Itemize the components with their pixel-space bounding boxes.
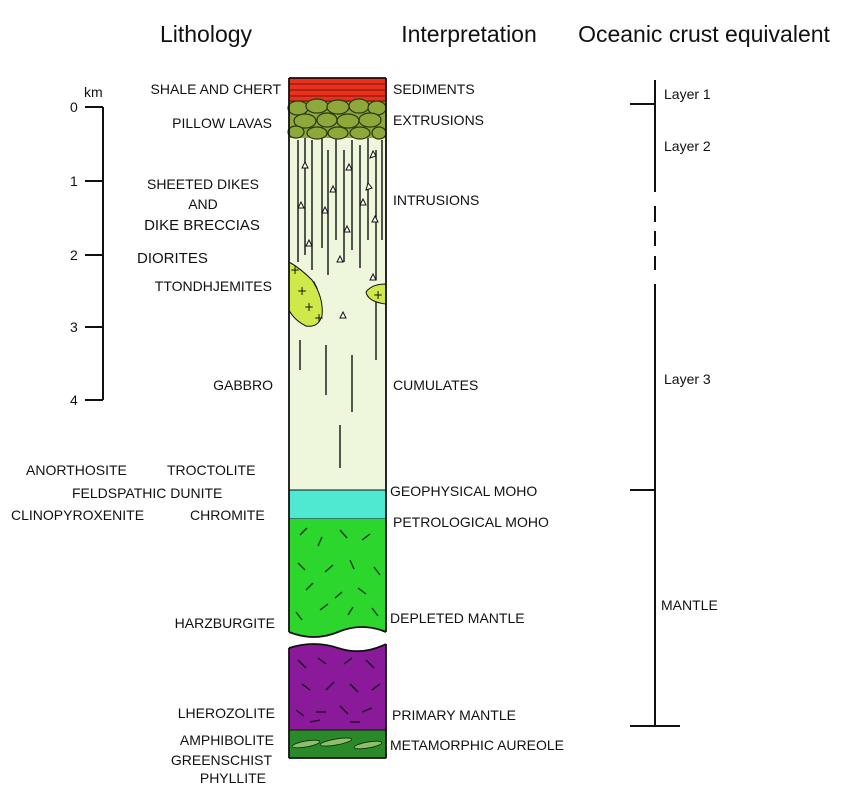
label-mantle: MANTLE <box>661 597 718 613</box>
label-phyllite: PHYLLITE <box>200 770 266 786</box>
plus-symbols: + + + + + <box>290 263 383 325</box>
label-gabbro: GABBRO <box>213 377 273 393</box>
scale-tick-4: 4 <box>70 392 78 408</box>
label-greenschist: GREENSCHIST <box>171 752 273 768</box>
label-clinopyroxenite: CLINOPYROXENITE <box>11 507 144 523</box>
label-sediments: SEDIMENTS <box>393 81 475 97</box>
label-diorites: DIORITES <box>137 250 208 267</box>
label-chromite: CHROMITE <box>190 507 265 523</box>
label-cumulates: CUMULATES <box>393 377 478 393</box>
scale-tick-0: 0 <box>70 99 78 115</box>
label-and: AND <box>188 196 218 212</box>
label-metamorphic-aureole: METAMORPHIC AUREOLE <box>390 737 564 753</box>
scale-unit: km <box>84 84 103 100</box>
label-depleted-mantle: DEPLETED MANTLE <box>390 610 525 626</box>
label-geophysical-moho: GEOPHYSICAL MOHO <box>390 483 537 499</box>
stratigraphic-column: + + + + + <box>287 77 387 759</box>
label-anorthosite: ANORTHOSITE <box>26 462 127 478</box>
lherzolite-fabric <box>295 657 381 723</box>
label-intrusions: INTRUSIONS <box>393 192 479 208</box>
svg-text:+: + <box>373 288 383 302</box>
harzburgite-fabric <box>295 527 381 621</box>
column-outline <box>288 77 387 759</box>
svg-text:+: + <box>290 263 300 277</box>
label-sheeted-dikes: SHEETED DIKES <box>147 176 259 192</box>
label-lherzolite: LHEROZOLITE <box>178 705 275 721</box>
label-primary-mantle: PRIMARY MANTLE <box>392 707 516 723</box>
label-amphibolite: AMPHIBOLITE <box>180 732 274 748</box>
label-troctolite: TROCTOLITE <box>167 462 255 478</box>
label-dike-breccias: DIKE BRECCIAS <box>144 217 260 234</box>
oceanic-equivalent-bar <box>630 80 680 727</box>
svg-text:+: + <box>297 284 307 298</box>
svg-text:+: + <box>304 300 314 314</box>
header-interpretation: Interpretation <box>401 21 537 47</box>
label-petrological-moho: PETROLOGICAL MOHO <box>393 514 549 530</box>
scale-tick-3: 3 <box>70 319 78 335</box>
label-shale-chert: SHALE AND CHERT <box>151 81 282 97</box>
label-harzburgite: HARZBURGITE <box>175 615 275 631</box>
header-lithology: Lithology <box>160 21 253 47</box>
aureole-foliation <box>291 737 383 750</box>
transition-zone-layer <box>288 489 387 520</box>
lithology-labels: SHALE AND CHERT PILLOW LAVAS SHEETED DIK… <box>11 81 281 786</box>
harzburgite-layer <box>289 519 386 637</box>
label-layer-1: Layer 1 <box>664 86 711 102</box>
label-trondhjemites: TTONDHJEMITES <box>155 278 272 294</box>
label-extrusions: EXTRUSIONS <box>393 112 484 128</box>
label-layer-2: Layer 2 <box>664 138 711 154</box>
depth-scale: km 0 1 2 3 4 <box>70 84 104 408</box>
lherzolite-layer <box>289 644 386 730</box>
interpretation-labels: SEDIMENTS EXTRUSIONS INTRUSIONS CUMULATE… <box>390 81 564 753</box>
label-layer-3: Layer 3 <box>664 371 711 387</box>
label-pillow-lavas: PILLOW LAVAS <box>172 115 272 131</box>
header-oceanic-crust: Oceanic crust equivalent <box>578 21 830 47</box>
scale-tick-2: 2 <box>70 247 78 263</box>
svg-text:+: + <box>314 311 324 325</box>
oceanic-labels: Layer 1 Layer 2 Layer 3 MANTLE <box>661 86 718 613</box>
scale-tick-1: 1 <box>70 173 78 189</box>
breccia-fragments <box>297 149 379 319</box>
pillows <box>287 98 387 140</box>
trondhjemite-body-left <box>288 261 323 327</box>
trondhjemite-body-right <box>365 283 387 305</box>
label-feldspathic-dunite: FELDSPATHIC DUNITE <box>72 485 222 501</box>
